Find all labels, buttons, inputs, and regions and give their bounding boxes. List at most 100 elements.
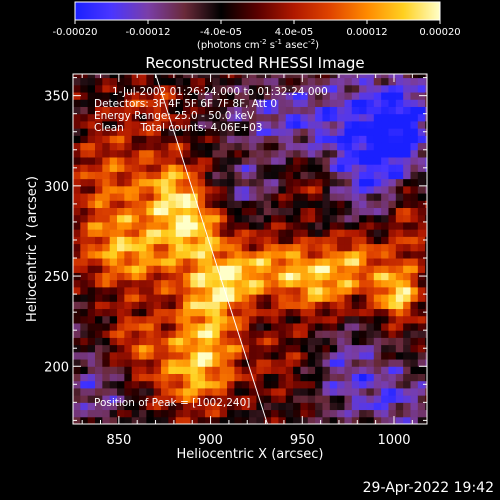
heatmap-cell [80, 366, 89, 374]
heatmap-cell [300, 164, 309, 172]
heatmap-cell [175, 200, 184, 209]
heatmap-cell [87, 99, 96, 107]
heatmap-cell [395, 294, 404, 302]
heatmap-cell [263, 294, 272, 302]
heatmap-cell [227, 135, 235, 144]
heatmap-cell [351, 387, 360, 396]
heatmap-cell [95, 330, 103, 338]
heatmap-cell [175, 322, 184, 331]
heatmap-cell [234, 409, 243, 418]
heatmap-cell [146, 84, 155, 93]
heatmap-cell [337, 272, 345, 281]
heatmap-cell [183, 92, 191, 100]
heatmap-cell [175, 214, 184, 223]
heatmap-cell [197, 286, 206, 295]
heatmap-cell [227, 149, 235, 158]
heatmap-cell [366, 380, 375, 389]
heatmap-cell [359, 171, 367, 180]
heatmap-cell [373, 395, 382, 403]
heatmap-cell [322, 322, 331, 331]
heatmap-cell [117, 221, 125, 230]
heatmap-cell [293, 185, 301, 194]
heatmap-cell [117, 402, 125, 411]
heatmap-cell [153, 416, 162, 424]
heatmap-cell [271, 106, 279, 115]
heatmap-cell [381, 142, 389, 151]
heatmap-cell [183, 366, 191, 374]
heatmap-cell [124, 84, 133, 93]
heatmap-cell [271, 200, 279, 209]
heatmap-cell [227, 387, 235, 396]
heatmap-cell [190, 178, 199, 187]
heatmap-cell [388, 373, 397, 382]
heatmap-cell [227, 337, 235, 346]
heatmap-cell [256, 409, 265, 418]
heatmap-cell [95, 395, 103, 403]
heatmap-cell [117, 99, 125, 107]
heatmap-cell [271, 359, 279, 367]
heatmap-cell [234, 149, 243, 158]
heatmap-cell [315, 279, 323, 288]
heatmap-cell [278, 236, 287, 245]
heatmap-cell [73, 366, 81, 374]
heatmap-cell [124, 380, 133, 389]
heatmap-cell [410, 113, 419, 122]
heatmap-cell [102, 351, 111, 360]
heatmap-cell [344, 387, 353, 396]
heatmap-cell [146, 272, 155, 281]
heatmap-cell [175, 272, 184, 281]
heatmap-cell [227, 330, 235, 338]
heatmap-cell [219, 229, 228, 237]
heatmap-cell [337, 294, 345, 302]
heatmap-cell [344, 200, 353, 209]
heatmap-cell [315, 315, 323, 324]
heatmap-cell [249, 120, 257, 129]
heatmap-cell [234, 178, 243, 187]
heatmap-cell [190, 308, 199, 317]
heatmap-cell [366, 243, 375, 252]
heatmap-cell [344, 351, 353, 360]
heatmap-cell [271, 113, 279, 122]
heatmap-cell [359, 149, 367, 158]
heatmap-cell [139, 258, 147, 266]
heatmap-cell [168, 337, 177, 346]
heatmap-cell [131, 337, 140, 346]
heatmap-cell [190, 214, 199, 223]
heatmap-cell [351, 294, 360, 302]
heatmap-cell [80, 351, 89, 360]
heatmap-cell [315, 409, 323, 418]
heatmap-cell [410, 178, 419, 187]
heatmap-cell [300, 74, 309, 79]
colorbar-ticks: -0.00020 -0.00012 -4.0e-05 4.0e-05 0.00012 0.… [53, 20, 461, 38]
heatmap-cell [425, 120, 427, 129]
heatmap-cell [249, 294, 257, 302]
heatmap-cell [249, 99, 257, 107]
heatmap-cell [139, 279, 147, 288]
heatmap-cell [285, 77, 294, 86]
heatmap-cell [227, 373, 235, 382]
heatmap-cell [249, 185, 257, 194]
heatmap-cell [175, 221, 184, 230]
heatmap-cell [249, 366, 257, 374]
heatmap-cell [183, 221, 191, 230]
heatmap-cell [73, 330, 81, 338]
heatmap-cell [263, 258, 272, 266]
heatmap-cell [205, 135, 213, 144]
heatmap-cell [293, 308, 301, 317]
heatmap-cell [190, 200, 199, 209]
heatmap-cell [373, 74, 382, 79]
heatmap-cell [80, 380, 89, 389]
heatmap-cell [139, 351, 147, 360]
plot-frame [72, 73, 428, 425]
heatmap-cell [351, 99, 360, 107]
heatmap-cell [263, 351, 272, 360]
heatmap-cell [425, 250, 427, 259]
heatmap-cell [366, 322, 375, 331]
heatmap-cell [212, 84, 221, 93]
heatmap-cell [168, 236, 177, 245]
heatmap-cell [117, 272, 125, 281]
heatmap-cell [403, 229, 411, 237]
heatmap-cell [183, 351, 191, 360]
heatmap-cell [95, 409, 103, 418]
heatmap-cell [197, 221, 206, 230]
